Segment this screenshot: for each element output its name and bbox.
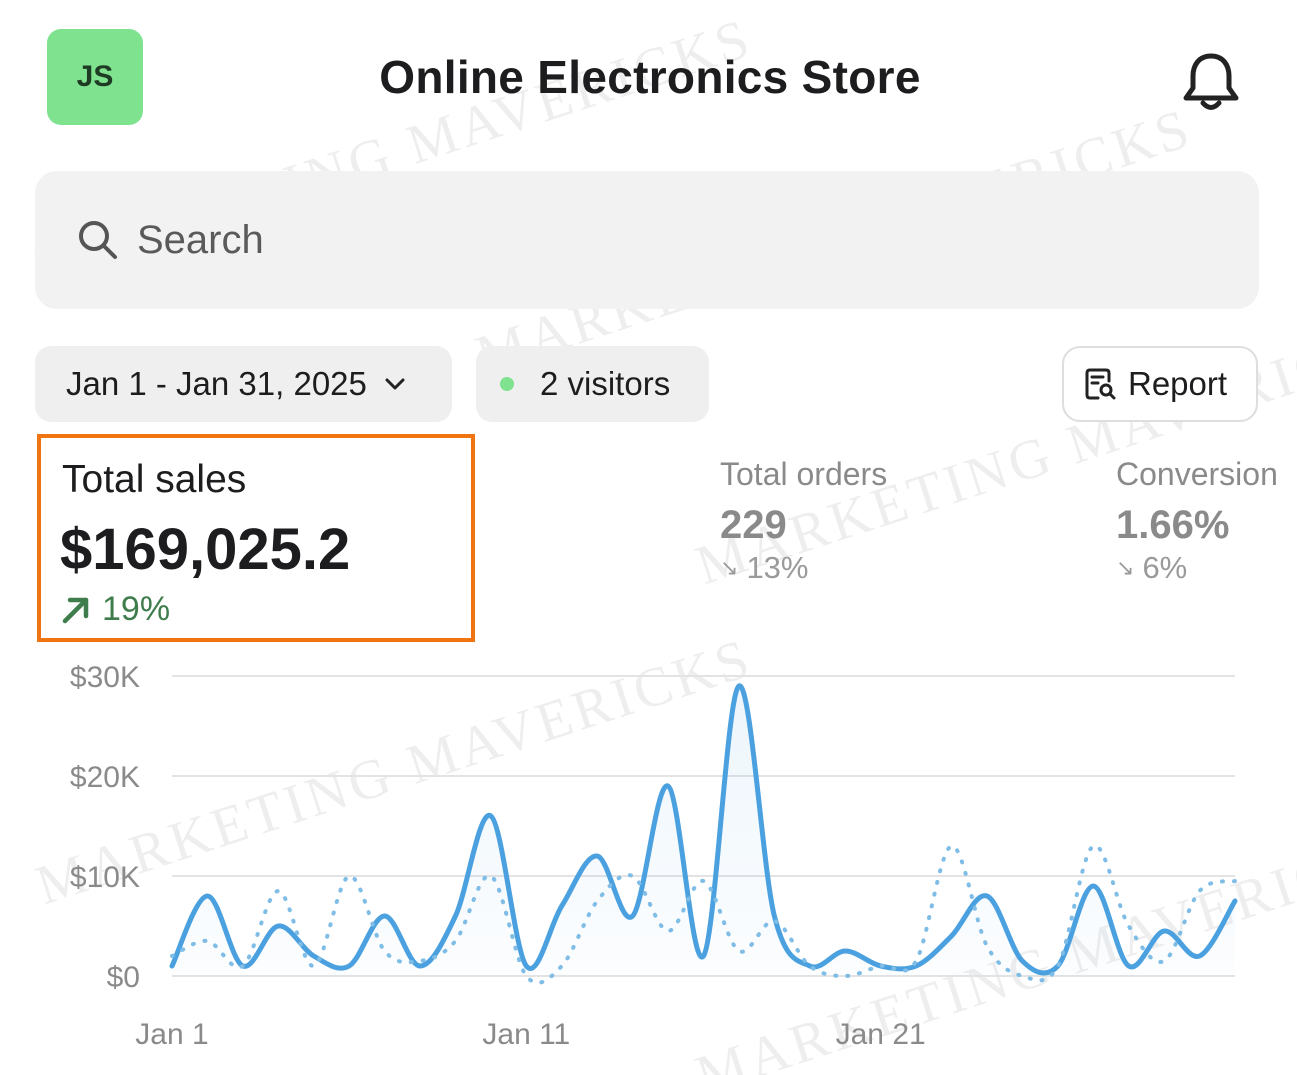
total-orders-value: 229: [720, 503, 787, 547]
report-label: Report: [1128, 365, 1228, 402]
x-tick-label: Jan 1: [135, 1018, 208, 1051]
y-tick-label: $10K: [70, 861, 140, 894]
x-tick-label: Jan 21: [836, 1018, 926, 1051]
conversion-change: ↘ 6%: [1116, 550, 1278, 586]
total-sales-value: $169,025.2: [60, 517, 351, 582]
series-line-previous: [170, 843, 1237, 985]
arrow-up-right-icon: [62, 597, 89, 623]
total-orders-change: ↘ 13%: [720, 550, 887, 586]
total-sales-change-value: 19%: [102, 590, 171, 628]
series-area: [172, 685, 1235, 976]
conversion-label: Conversion: [1116, 456, 1278, 492]
arrow-down-right-icon: ↘: [1116, 555, 1135, 580]
conversion-value: 1.66%: [1116, 503, 1230, 547]
live-dot-icon: [500, 377, 514, 391]
y-tick-label: $20K: [70, 761, 140, 794]
total-sales-label: Total sales: [62, 458, 247, 501]
total-orders-label: Total orders: [720, 456, 888, 492]
arrow-down-right-icon: ↘: [720, 555, 739, 580]
series-line-current: [169, 683, 1238, 976]
search-input[interactable]: [137, 217, 1037, 263]
avatar[interactable]: JS: [47, 29, 143, 125]
x-tick-label: Jan 11: [482, 1018, 570, 1051]
y-tick-label: $0: [107, 961, 140, 994]
search-bar[interactable]: [35, 171, 1259, 309]
total-orders-change-value: 13%: [746, 550, 809, 585]
search-icon: [79, 221, 117, 259]
visitors-pill[interactable]: 2 visitors: [476, 346, 709, 422]
y-tick-label: $30K: [70, 661, 140, 694]
conversion-metric[interactable]: Conversion 1.66% ↘ 6%: [1116, 456, 1278, 586]
sales-chart[interactable]: $0 $10K $20K $30K Jan 1 Jan 11 Jan 21: [0, 650, 1297, 1070]
visitors-label: 2 visitors: [540, 365, 671, 402]
date-range-label: Jan 1 - Jan 31, 2025: [66, 365, 367, 402]
total-orders-metric[interactable]: Total orders 229 ↘ 13%: [720, 456, 887, 586]
bell-icon[interactable]: [1180, 50, 1242, 114]
conversion-change-value: 6%: [1142, 550, 1188, 585]
highlight-box: [37, 434, 475, 642]
report-button[interactable]: Report: [1062, 346, 1258, 422]
page-title: Online Electronics Store: [379, 51, 921, 103]
total-sales-change: 19%: [60, 590, 170, 629]
date-range-selector[interactable]: Jan 1 - Jan 31, 2025: [35, 346, 452, 422]
report-icon: [1085, 368, 1116, 400]
chevron-down-icon: [385, 378, 405, 390]
